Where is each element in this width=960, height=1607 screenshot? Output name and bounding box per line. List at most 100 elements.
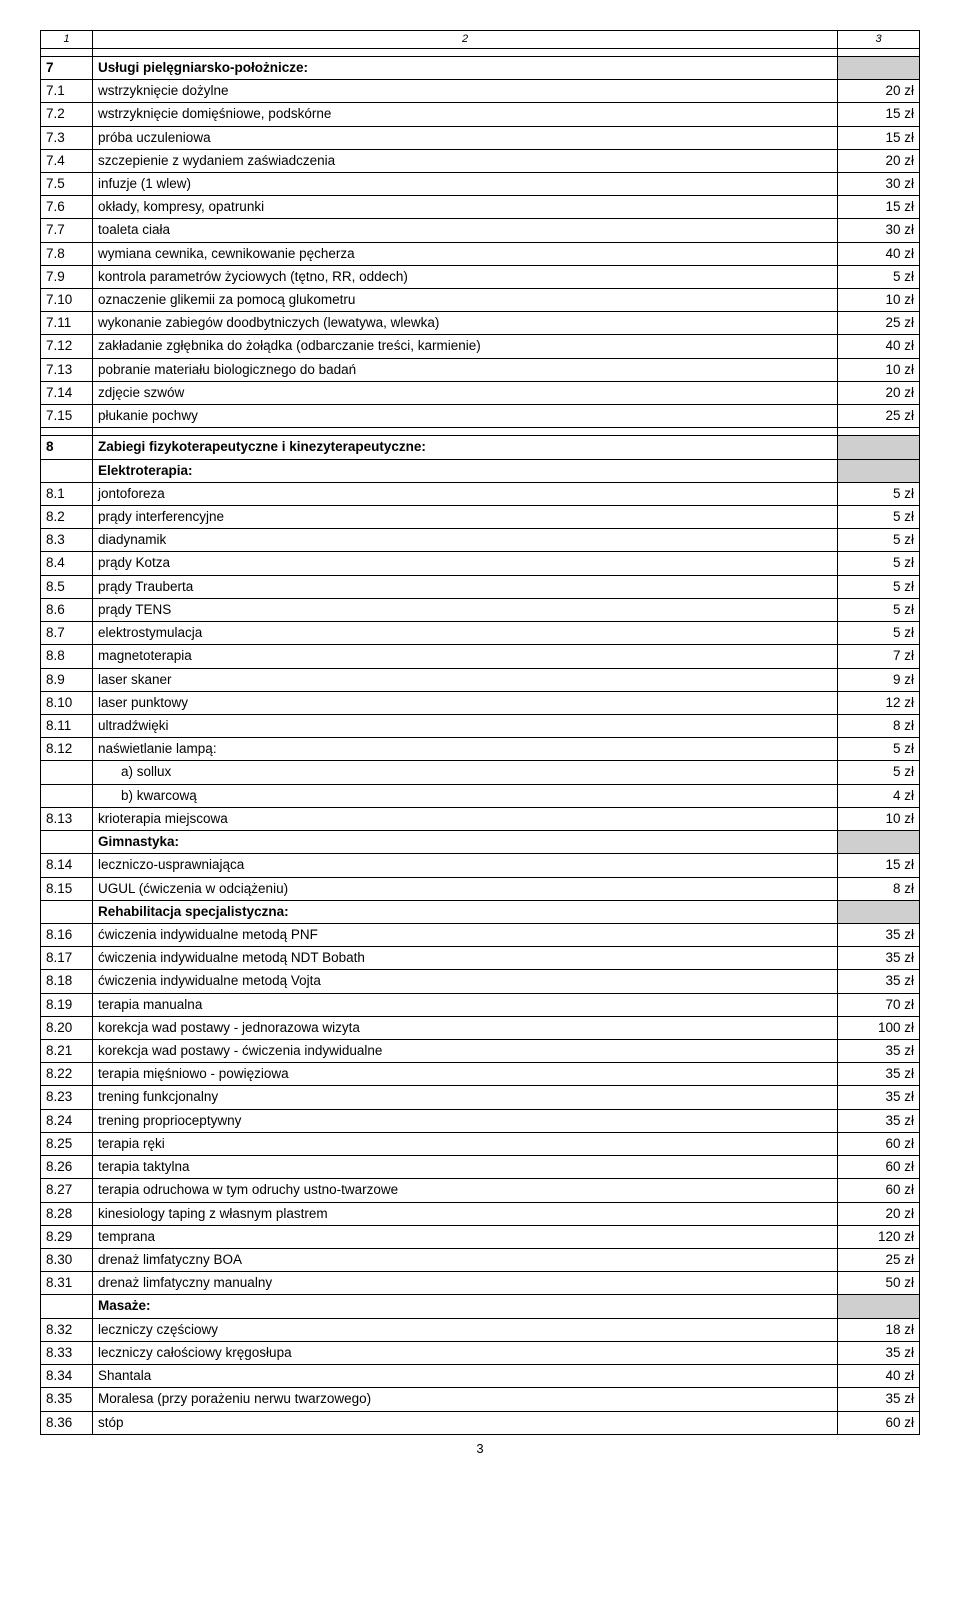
row-number: 7.3: [41, 126, 93, 149]
row-number: 8.11: [41, 714, 93, 737]
row-description: b) kwarcową: [93, 784, 838, 807]
table-row: 7.4szczepienie z wydaniem zaświadczenia2…: [41, 149, 920, 172]
row-price: 40 zł: [838, 242, 920, 265]
table-row: 7.1wstrzyknięcie dożylne20 zł: [41, 80, 920, 103]
table-row: Elektroterapia:: [41, 459, 920, 482]
table-row: 7.13pobranie materiału biologicznego do …: [41, 358, 920, 381]
row-number: 7.7: [41, 219, 93, 242]
row-description: ćwiczenia indywidualne metodą PNF: [93, 923, 838, 946]
row-description: terapia taktylna: [93, 1156, 838, 1179]
row-description: infuzje (1 wlew): [93, 172, 838, 195]
row-number: 8.21: [41, 1040, 93, 1063]
row-description: pobranie materiału biologicznego do bada…: [93, 358, 838, 381]
row-price: 35 zł: [838, 1388, 920, 1411]
row-description: a) sollux: [93, 761, 838, 784]
col-header-1: 1: [41, 31, 93, 49]
row-number: 8.28: [41, 1202, 93, 1225]
row-price: 10 zł: [838, 289, 920, 312]
table-row: 7.5infuzje (1 wlew)30 zł: [41, 172, 920, 195]
row-number: 8.24: [41, 1109, 93, 1132]
row-price: 5 zł: [838, 761, 920, 784]
row-number: 8.22: [41, 1063, 93, 1086]
row-price: 60 zł: [838, 1411, 920, 1434]
row-number: 7.14: [41, 381, 93, 404]
table-row: 7.12zakładanie zgłębnika do żołądka (odb…: [41, 335, 920, 358]
row-description: kinesiology taping z własnym plastrem: [93, 1202, 838, 1225]
section-row: 7Usługi pielęgniarsko-położnicze:: [41, 56, 920, 79]
table-row: 8.25terapia ręki60 zł: [41, 1132, 920, 1155]
row-price: 5 zł: [838, 598, 920, 621]
table-row: 8.13krioterapia miejscowa10 zł: [41, 807, 920, 830]
row-description: prądy Kotza: [93, 552, 838, 575]
row-price: 5 zł: [838, 482, 920, 505]
row-price: 30 zł: [838, 219, 920, 242]
row-price: 70 zł: [838, 993, 920, 1016]
row-number: 7.6: [41, 196, 93, 219]
table-row: 8.36stóp60 zł: [41, 1411, 920, 1434]
row-price: 15 zł: [838, 126, 920, 149]
table-row: 8.5prądy Trauberta5 zł: [41, 575, 920, 598]
table-row: 8.20korekcja wad postawy - jednorazowa w…: [41, 1016, 920, 1039]
row-number: [41, 831, 93, 854]
row-number: 8.18: [41, 970, 93, 993]
row-description: elektrostymulacja: [93, 622, 838, 645]
row-price: 15 zł: [838, 103, 920, 126]
section-row: 8Zabiegi fizykoterapeutyczne i kinezyter…: [41, 436, 920, 459]
row-description: terapia mięśniowo - powięziowa: [93, 1063, 838, 1086]
row-number: [41, 1295, 93, 1318]
row-description: trening proprioceptywny: [93, 1109, 838, 1132]
row-price: 12 zł: [838, 691, 920, 714]
row-description: trening funkcjonalny: [93, 1086, 838, 1109]
column-header-row: 123: [41, 31, 920, 49]
row-price: 8 zł: [838, 714, 920, 737]
row-number: 7.8: [41, 242, 93, 265]
table-row: 8.24trening proprioceptywny35 zł: [41, 1109, 920, 1132]
row-price: 30 zł: [838, 172, 920, 195]
sub-header: Rehabilitacja specjalistyczna:: [93, 900, 838, 923]
row-price: 5 zł: [838, 738, 920, 761]
spacer-row: [41, 48, 920, 56]
row-description: oznaczenie glikemii za pomocą glukometru: [93, 289, 838, 312]
row-number: 8.19: [41, 993, 93, 1016]
row-number: 8.29: [41, 1225, 93, 1248]
row-price: 35 zł: [838, 970, 920, 993]
row-price: 5 zł: [838, 529, 920, 552]
row-description: leczniczo-usprawniająca: [93, 854, 838, 877]
table-row: 8.16ćwiczenia indywidualne metodą PNF35 …: [41, 923, 920, 946]
row-number: 8.25: [41, 1132, 93, 1155]
row-number: [41, 784, 93, 807]
row-price: 20 zł: [838, 1202, 920, 1225]
col-header-3: 3: [838, 31, 920, 49]
table-row: a) sollux5 zł: [41, 761, 920, 784]
table-row: 7.8wymiana cewnika, cewnikowanie pęcherz…: [41, 242, 920, 265]
row-price: 15 zł: [838, 854, 920, 877]
table-row: 8.10laser punktowy12 zł: [41, 691, 920, 714]
sub-header: Masaże:: [93, 1295, 838, 1318]
row-price: 15 zł: [838, 196, 920, 219]
row-number: 8.33: [41, 1341, 93, 1364]
row-description: terapia odruchowa w tym odruchy ustno-tw…: [93, 1179, 838, 1202]
row-description: wymiana cewnika, cewnikowanie pęcherza: [93, 242, 838, 265]
row-price: 40 zł: [838, 1365, 920, 1388]
table-row: 8.7elektrostymulacja5 zł: [41, 622, 920, 645]
row-number: 8.35: [41, 1388, 93, 1411]
row-number: 8.26: [41, 1156, 93, 1179]
table-row: 7.6okłady, kompresy, opatrunki15 zł: [41, 196, 920, 219]
section-number: 7: [41, 56, 93, 79]
table-row: 8.15UGUL (ćwiczenia w odciążeniu)8 zł: [41, 877, 920, 900]
table-row: 7.14zdjęcie szwów20 zł: [41, 381, 920, 404]
row-description: laser skaner: [93, 668, 838, 691]
table-row: 8.23trening funkcjonalny35 zł: [41, 1086, 920, 1109]
row-price: 25 zł: [838, 312, 920, 335]
row-number: 8.10: [41, 691, 93, 714]
table-row: 7.2wstrzyknięcie domięśniowe, podskórne1…: [41, 103, 920, 126]
row-price: 100 zł: [838, 1016, 920, 1039]
row-number: 8.9: [41, 668, 93, 691]
row-number: 8.32: [41, 1318, 93, 1341]
row-number: 8.34: [41, 1365, 93, 1388]
row-description: leczniczy częściowy: [93, 1318, 838, 1341]
row-number: 8.2: [41, 506, 93, 529]
table-row: 8.9laser skaner9 zł: [41, 668, 920, 691]
row-price: 35 zł: [838, 1341, 920, 1364]
row-number: 8.16: [41, 923, 93, 946]
